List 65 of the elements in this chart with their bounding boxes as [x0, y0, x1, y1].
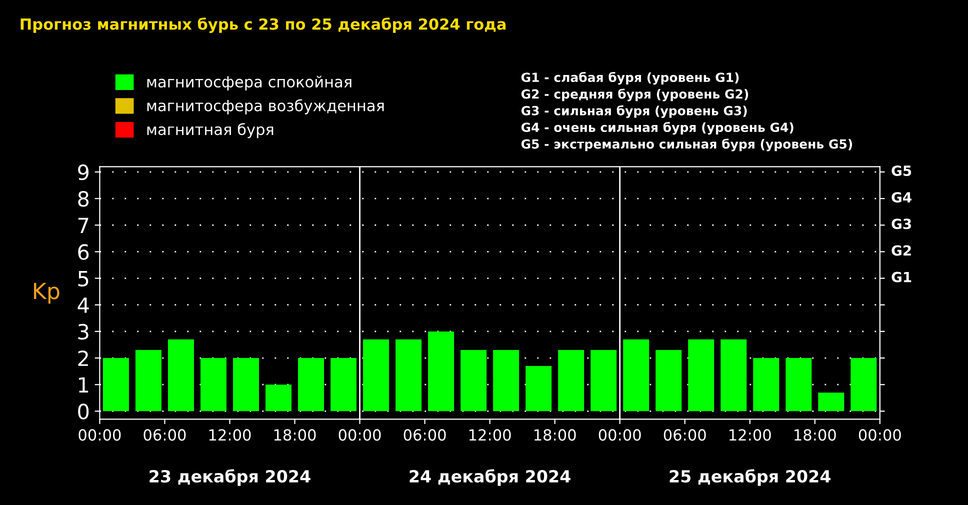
bar: [396, 339, 422, 412]
bar: [526, 366, 552, 412]
y-tick-label: 7: [78, 218, 88, 234]
x-tick-label: 12:00: [730, 429, 771, 441]
y-tick-label: 5: [78, 271, 88, 286]
text: 23 декабря 2024: [150, 469, 310, 486]
legend-label: магнитосфера спокойная: [147, 76, 352, 91]
x-tick-label: 00:00: [338, 429, 381, 441]
bar: [298, 358, 324, 412]
y-tick-label: 9: [78, 164, 89, 180]
text: 24 декабря 2024: [410, 469, 570, 486]
bar: [168, 339, 194, 412]
bar: [428, 331, 454, 412]
text: G4 - очень сильная буря (уровень G4): [521, 122, 794, 135]
x-tick-label: 00:00: [858, 429, 901, 441]
y-axis-title: Kp: [34, 282, 60, 304]
bar: [753, 358, 780, 412]
bar: [493, 350, 520, 412]
text: G1 - слабая буря (уровень G1): [521, 72, 739, 85]
x-tick-label: 18:00: [534, 429, 576, 441]
y-tick-label: 2: [78, 350, 88, 366]
y-tick-label: 8: [78, 191, 89, 207]
x-tick-label: 06:00: [664, 429, 706, 441]
bar: [558, 350, 584, 412]
x-tick-label: 06:00: [144, 429, 186, 441]
text: G1: [892, 272, 912, 282]
text: G5 - экстремально сильная буря (уровень G5): [521, 138, 852, 152]
bar: [135, 350, 162, 412]
text: G2: [892, 245, 911, 256]
bar: [102, 358, 129, 412]
y-tick-label: 0: [78, 404, 89, 420]
x-tick-label: 06:00: [404, 429, 446, 441]
x-tick-label: 12:00: [209, 429, 251, 441]
y-tick-label: 4: [78, 298, 89, 313]
x-tick-label: 00:00: [78, 429, 121, 441]
text: G5: [892, 165, 912, 176]
bar: [266, 384, 292, 412]
bar: [232, 358, 259, 412]
legend-label: магнитосфера возбужденная: [147, 99, 384, 114]
bar: [786, 358, 812, 412]
y-tick-label: 6: [78, 244, 89, 260]
bar: [850, 358, 877, 412]
y-tick-label: 3: [78, 324, 88, 340]
legend-label: магнитная буря: [147, 123, 274, 138]
bar: [720, 339, 747, 412]
bar: [623, 339, 650, 412]
bar: [200, 358, 226, 412]
bar: [363, 339, 390, 412]
text: G4: [892, 192, 912, 203]
text: G2 - средняя буря (уровень G2): [521, 88, 748, 102]
text: G3: [892, 218, 911, 230]
chart-title: Прогноз магнитных бурь с 23 по 25 декабря 2024 года: [20, 18, 506, 33]
text: G3 - сильная буря (уровень G3): [521, 105, 747, 118]
bar: [330, 358, 357, 412]
x-tick-label: 00:00: [598, 429, 641, 441]
x-tick-label: 12:00: [469, 429, 511, 441]
x-tick-label: 18:00: [274, 429, 316, 441]
bar: [656, 350, 682, 412]
x-tick-label: 18:00: [794, 429, 836, 441]
bar: [590, 350, 617, 412]
bar: [688, 339, 714, 412]
bar: [460, 350, 487, 412]
text: 25 декабря 2024: [670, 469, 830, 486]
y-tick-label: 1: [79, 377, 88, 393]
bar: [818, 392, 844, 412]
